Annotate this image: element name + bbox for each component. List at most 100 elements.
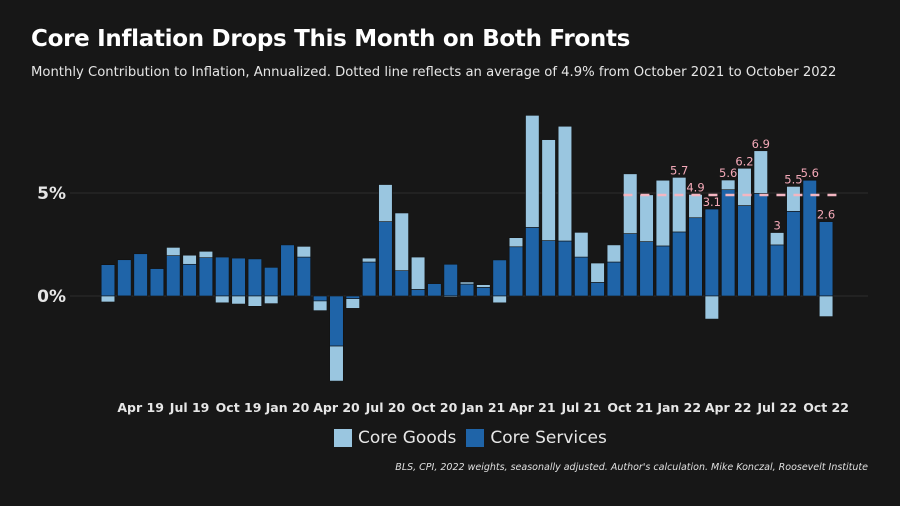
bar-core-goods (378, 184, 393, 222)
bar-core-goods (100, 295, 116, 303)
bar-core-goods (704, 295, 719, 320)
bar-core-goods (394, 212, 409, 271)
bar-core-services (639, 241, 654, 297)
bar-core-goods (264, 295, 279, 304)
bar-core-goods (313, 300, 328, 311)
bar-core-goods (459, 281, 475, 285)
bar-core-services (443, 263, 458, 297)
bar-core-goods (296, 246, 311, 258)
legend-label: Core Goods (358, 428, 457, 448)
bar-core-goods (280, 295, 295, 297)
bar-core-services (313, 295, 328, 302)
bar-core-services (704, 208, 719, 297)
bar-core-goods (623, 173, 638, 234)
bar-core-services (362, 261, 377, 297)
bar-core-services (525, 227, 540, 297)
bar-core-services (753, 193, 768, 297)
bar-core-services (166, 255, 181, 297)
bar-core-goods (215, 295, 230, 304)
data-label: 4.9 (686, 180, 704, 194)
bar-core-services (623, 233, 638, 297)
bar-core-goods (818, 295, 834, 317)
bar-core-goods (247, 295, 262, 307)
data-label: 6.9 (752, 137, 770, 151)
bar-core-services (264, 267, 279, 297)
bar-core-goods (362, 257, 377, 263)
bar-core-goods (655, 179, 670, 247)
x-tick-label: Jan 20 (265, 400, 310, 415)
bar-core-goods (541, 139, 556, 241)
bar-core-services (280, 244, 295, 297)
bar-core-goods (231, 295, 246, 305)
bar-core-services (345, 295, 360, 299)
bar-core-goods (786, 186, 801, 212)
bar-core-goods (737, 167, 752, 206)
bar-core-goods (721, 179, 736, 191)
x-tick-label: Jan 22 (656, 400, 701, 415)
bar-core-services (231, 257, 246, 297)
bar-core-goods (166, 247, 181, 256)
bar-core-goods (753, 150, 768, 194)
bar-core-services (574, 256, 589, 297)
x-tick-label: Apr 19 (117, 400, 164, 415)
bar-core-services (117, 259, 132, 297)
legend-label: Core Services (490, 428, 607, 448)
bar-core-goods (606, 244, 622, 263)
chart-title: Core Inflation Drops This Month on Both … (31, 26, 631, 52)
data-label: 5.7 (670, 163, 688, 177)
legend: Core Goods Core Services (334, 428, 607, 448)
bar-core-goods (525, 115, 540, 228)
x-tick-label: Oct 19 (216, 400, 262, 415)
bar-core-services (459, 283, 475, 297)
data-label: 3.1 (703, 195, 721, 209)
bar-core-services (557, 240, 573, 297)
bar-core-services (508, 246, 524, 297)
bar-core-goods (688, 194, 703, 219)
bar-core-services (329, 295, 344, 347)
x-tick-label: Oct 22 (803, 400, 849, 415)
bar-core-services (818, 221, 834, 297)
bar-core-services (721, 189, 736, 297)
bar-core-services (802, 179, 817, 297)
legend-swatch-core-services (466, 429, 485, 447)
x-tick-label: Jul 19 (169, 400, 210, 415)
bar-core-goods (117, 295, 132, 297)
bar-core-goods (443, 295, 458, 298)
data-label: 5.5 (784, 172, 802, 186)
x-tick-label: Apr 22 (705, 400, 752, 415)
bar-core-goods (639, 194, 654, 242)
bar-core-services (541, 240, 556, 297)
bar-core-services (149, 268, 165, 297)
x-tick-label: Oct 20 (412, 400, 458, 415)
bar-core-goods (198, 250, 214, 258)
source-note: BLS, CPI, 2022 weights, seasonally adjus… (395, 462, 868, 473)
y-tick-label: 0% (37, 287, 66, 307)
x-tick-label: Jul 22 (756, 400, 797, 415)
bar-core-goods (508, 237, 524, 248)
bar-core-goods (672, 177, 687, 233)
bar-core-services (688, 217, 703, 297)
bar-core-services (182, 263, 197, 297)
bar-core-services (247, 258, 262, 297)
x-tick-label: Oct 21 (607, 400, 653, 415)
bar-core-services (296, 256, 311, 297)
bar-core-services (410, 289, 426, 297)
legend-swatch-core-goods (334, 429, 352, 447)
bar-core-goods (410, 256, 426, 290)
bar-core-services (770, 244, 785, 297)
bar-core-services (394, 270, 409, 297)
x-tick-label: Jul 20 (365, 400, 406, 415)
data-label: 6.2 (735, 154, 753, 168)
data-label: 5.6 (801, 166, 819, 180)
legend-item-core-services: Core Services (466, 428, 607, 448)
data-label: 5.6 (719, 166, 737, 180)
bar-core-services (606, 261, 622, 297)
bar-core-goods (590, 262, 605, 283)
bar-core-services (655, 245, 670, 297)
legend-item-core-goods: Core Goods (334, 428, 456, 448)
bar-core-goods (476, 284, 491, 288)
y-tick-label: 5% (37, 184, 66, 204)
bar-core-goods (492, 295, 507, 304)
bar-core-goods (182, 254, 197, 265)
bar-core-goods (557, 125, 573, 242)
